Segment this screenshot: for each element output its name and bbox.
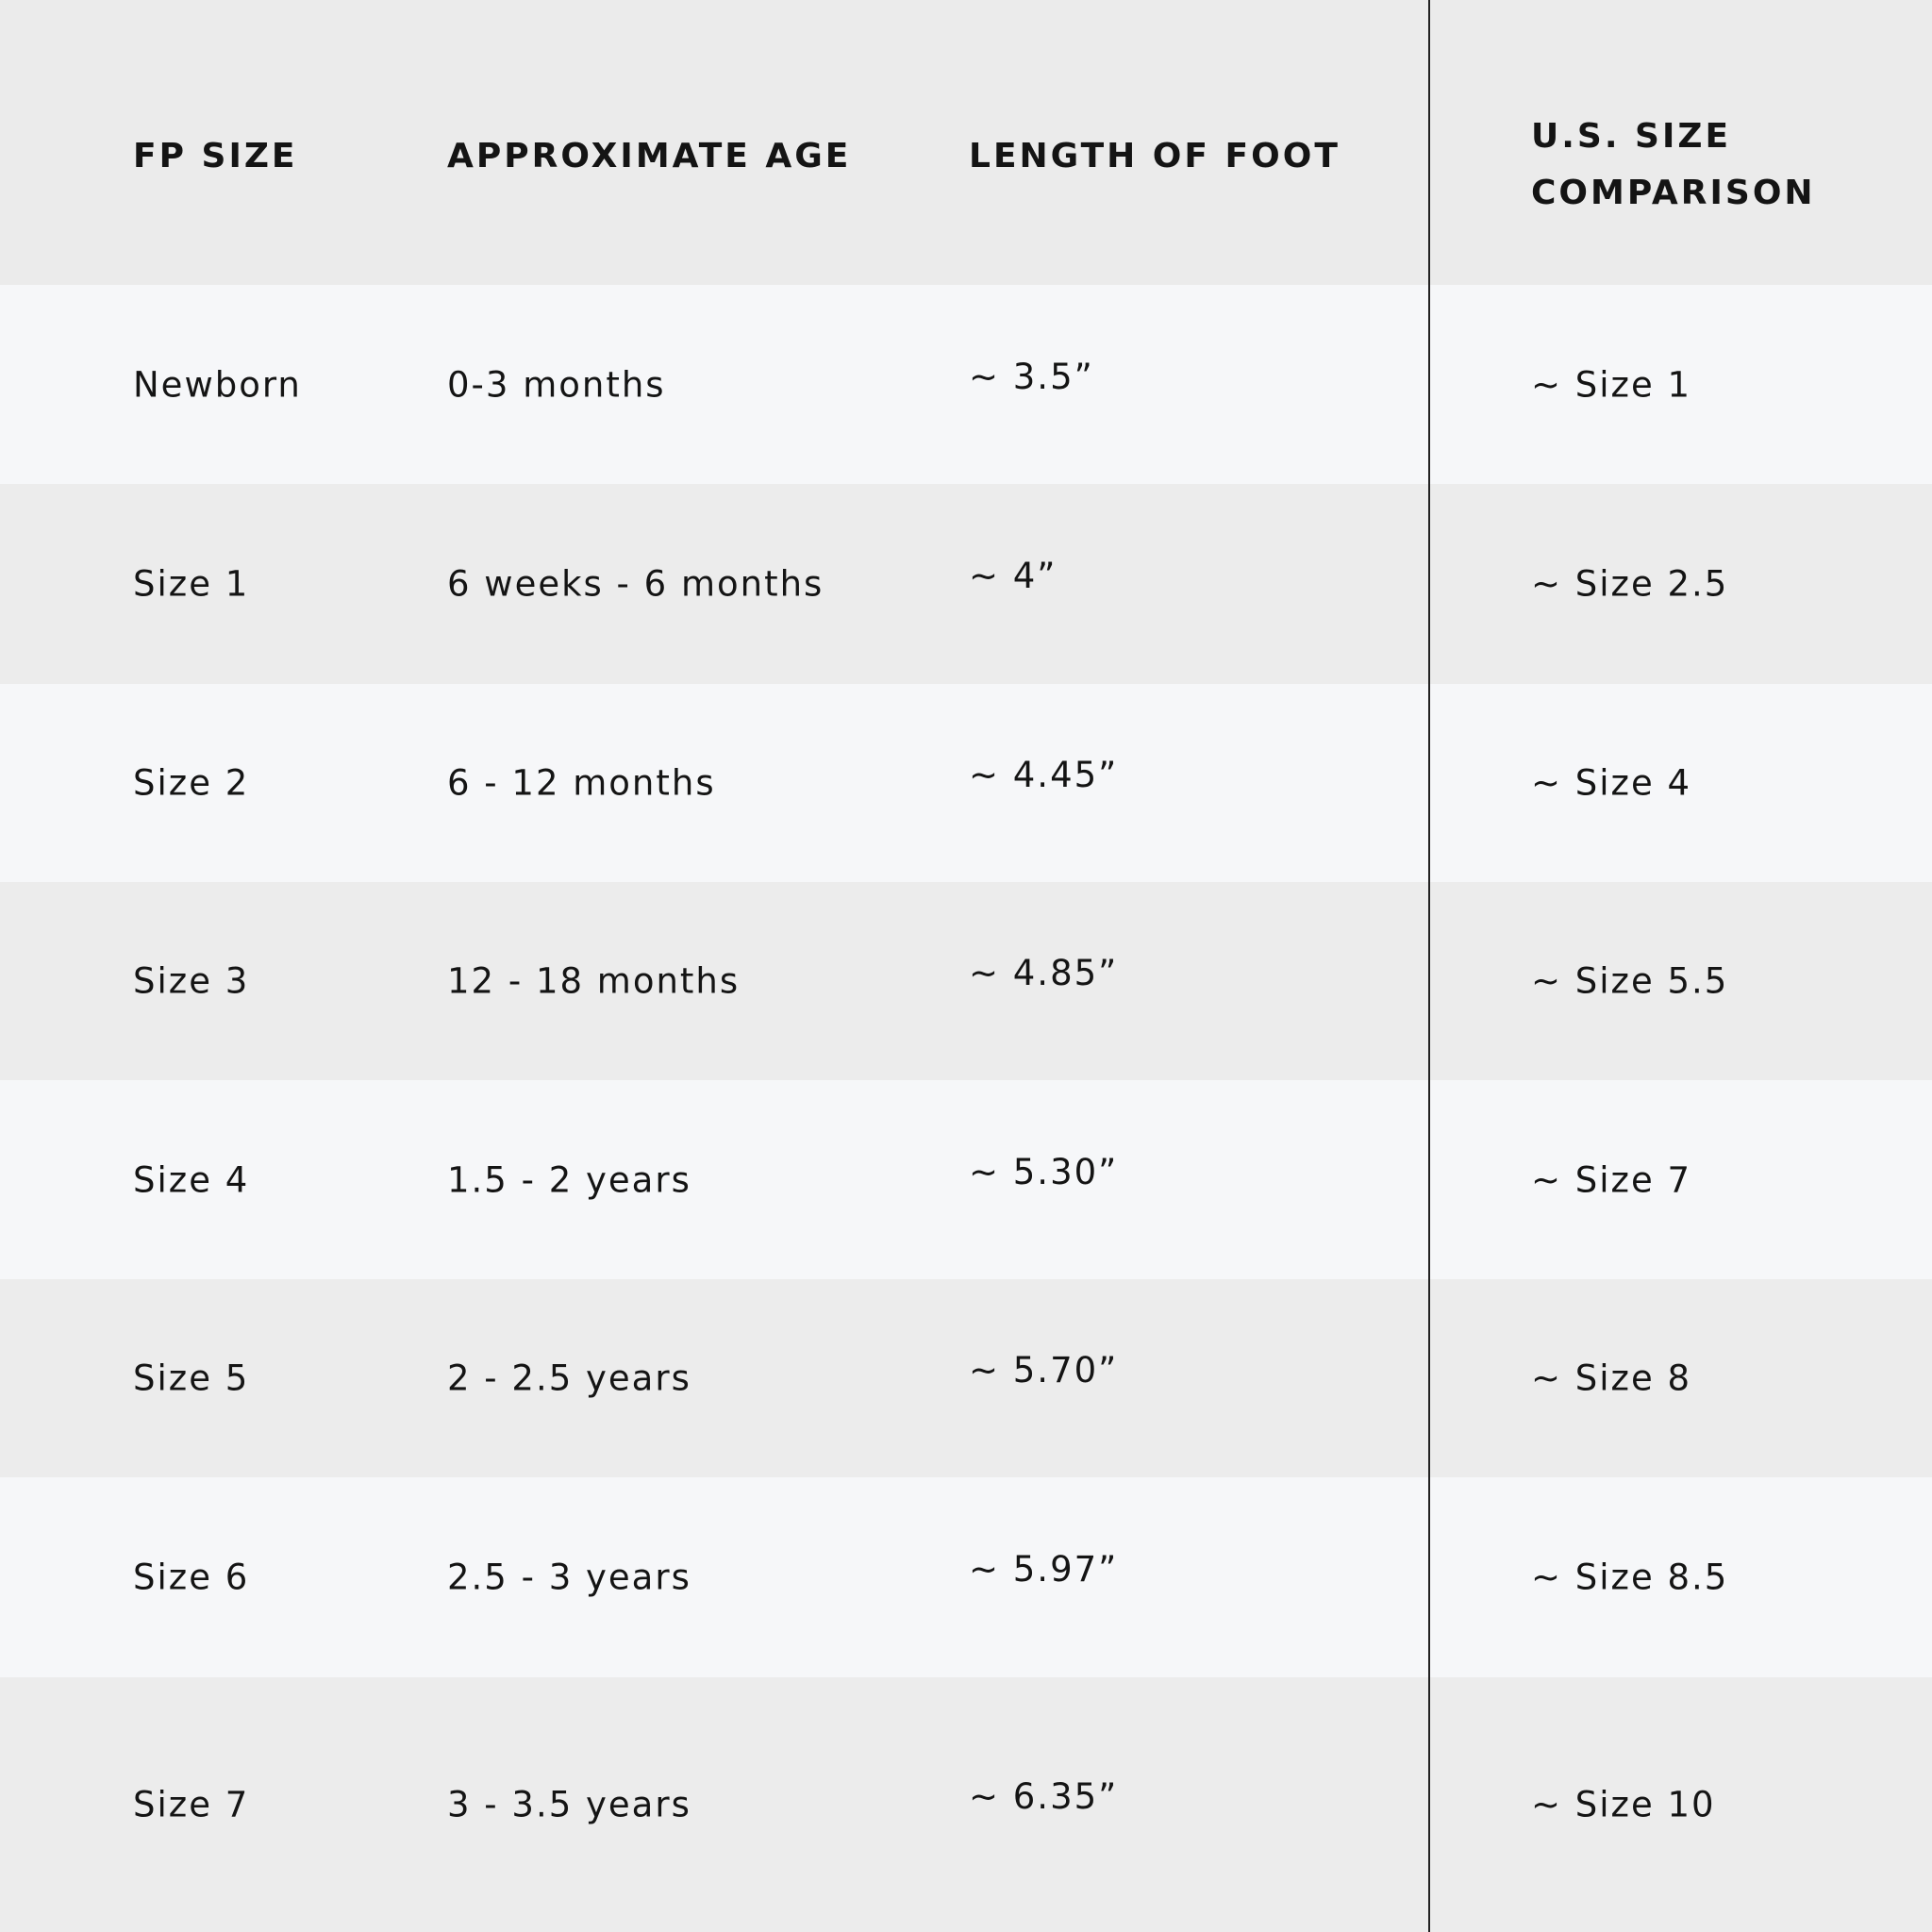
foot-length-cell: ~ 4” [969,555,1058,596]
age-cell: 2.5 - 3 years [447,1557,691,1598]
fp-size-cell: Size 7 [133,1784,250,1825]
foot-length-cell: ~ 4.45” [969,754,1119,795]
fp-size-cell: Size 1 [133,563,250,605]
fp-size-cell: Size 3 [133,960,250,1002]
us-size-cell: ~ Size 8 [1531,1357,1692,1399]
us-size-cell: ~ Size 5.5 [1531,960,1729,1002]
header-us-line-2: COMPARISON [1531,174,1816,212]
foot-length-cell: ~ 4.85” [969,952,1119,993]
foot-length-cell: ~ 5.70” [969,1349,1119,1391]
table-row: Size 1 6 weeks - 6 months ~ 4” ~ Size 2.5 [0,484,1932,684]
header-us-size-comparison: U.S. SIZE COMPARISON [1531,108,1816,222]
table-row: Size 4 1.5 - 2 years ~ 5.30” ~ Size 7 [0,1080,1932,1279]
age-cell: 1.5 - 2 years [447,1159,691,1200]
table-header: FP SIZE APPROXIMATE AGE LENGTH OF FOOT U… [0,0,1932,285]
fp-size-cell: Size 6 [133,1557,250,1598]
us-size-cell: ~ Size 4 [1531,762,1692,804]
us-size-cell: ~ Size 2.5 [1531,563,1729,605]
table-row: Size 6 2.5 - 3 years ~ 5.97” ~ Size 8.5 [0,1477,1932,1677]
foot-length-cell: ~ 3.5” [969,356,1094,397]
column-divider [1428,0,1430,1932]
us-size-cell: ~ Size 7 [1531,1159,1692,1200]
fp-size-cell: Size 2 [133,762,250,804]
foot-length-cell: ~ 6.35” [969,1775,1119,1817]
us-size-cell: ~ Size 8.5 [1531,1557,1729,1598]
fp-size-cell: Size 4 [133,1159,250,1200]
header-length-of-foot: LENGTH OF FOOT [969,137,1341,175]
header-us-line-1: U.S. SIZE [1531,117,1732,156]
table-row: Size 5 2 - 2.5 years ~ 5.70” ~ Size 8 [0,1279,1932,1477]
table-row: Size 3 12 - 18 months ~ 4.85” ~ Size 5.5 [0,882,1932,1080]
us-size-cell: ~ Size 10 [1531,1784,1716,1825]
age-cell: 6 - 12 months [447,762,716,804]
us-size-cell: ~ Size 1 [1531,364,1692,405]
table-row: Size 2 6 - 12 months ~ 4.45” ~ Size 4 [0,684,1932,882]
age-cell: 12 - 18 months [447,960,741,1002]
header-fp-size: FP SIZE [133,137,298,175]
age-cell: 3 - 3.5 years [447,1784,691,1825]
table-row: Newborn 0-3 months ~ 3.5” ~ Size 1 [0,285,1932,484]
age-cell: 6 weeks - 6 months [447,563,824,605]
foot-length-cell: ~ 5.30” [969,1151,1119,1192]
header-approximate-age: APPROXIMATE AGE [447,137,852,175]
fp-size-cell: Size 5 [133,1357,250,1399]
fp-size-cell: Newborn [133,364,302,405]
foot-length-cell: ~ 5.97” [969,1548,1119,1590]
age-cell: 2 - 2.5 years [447,1357,691,1399]
age-cell: 0-3 months [447,364,666,405]
table-row: Size 7 3 - 3.5 years ~ 6.35” ~ Size 10 [0,1677,1932,1932]
